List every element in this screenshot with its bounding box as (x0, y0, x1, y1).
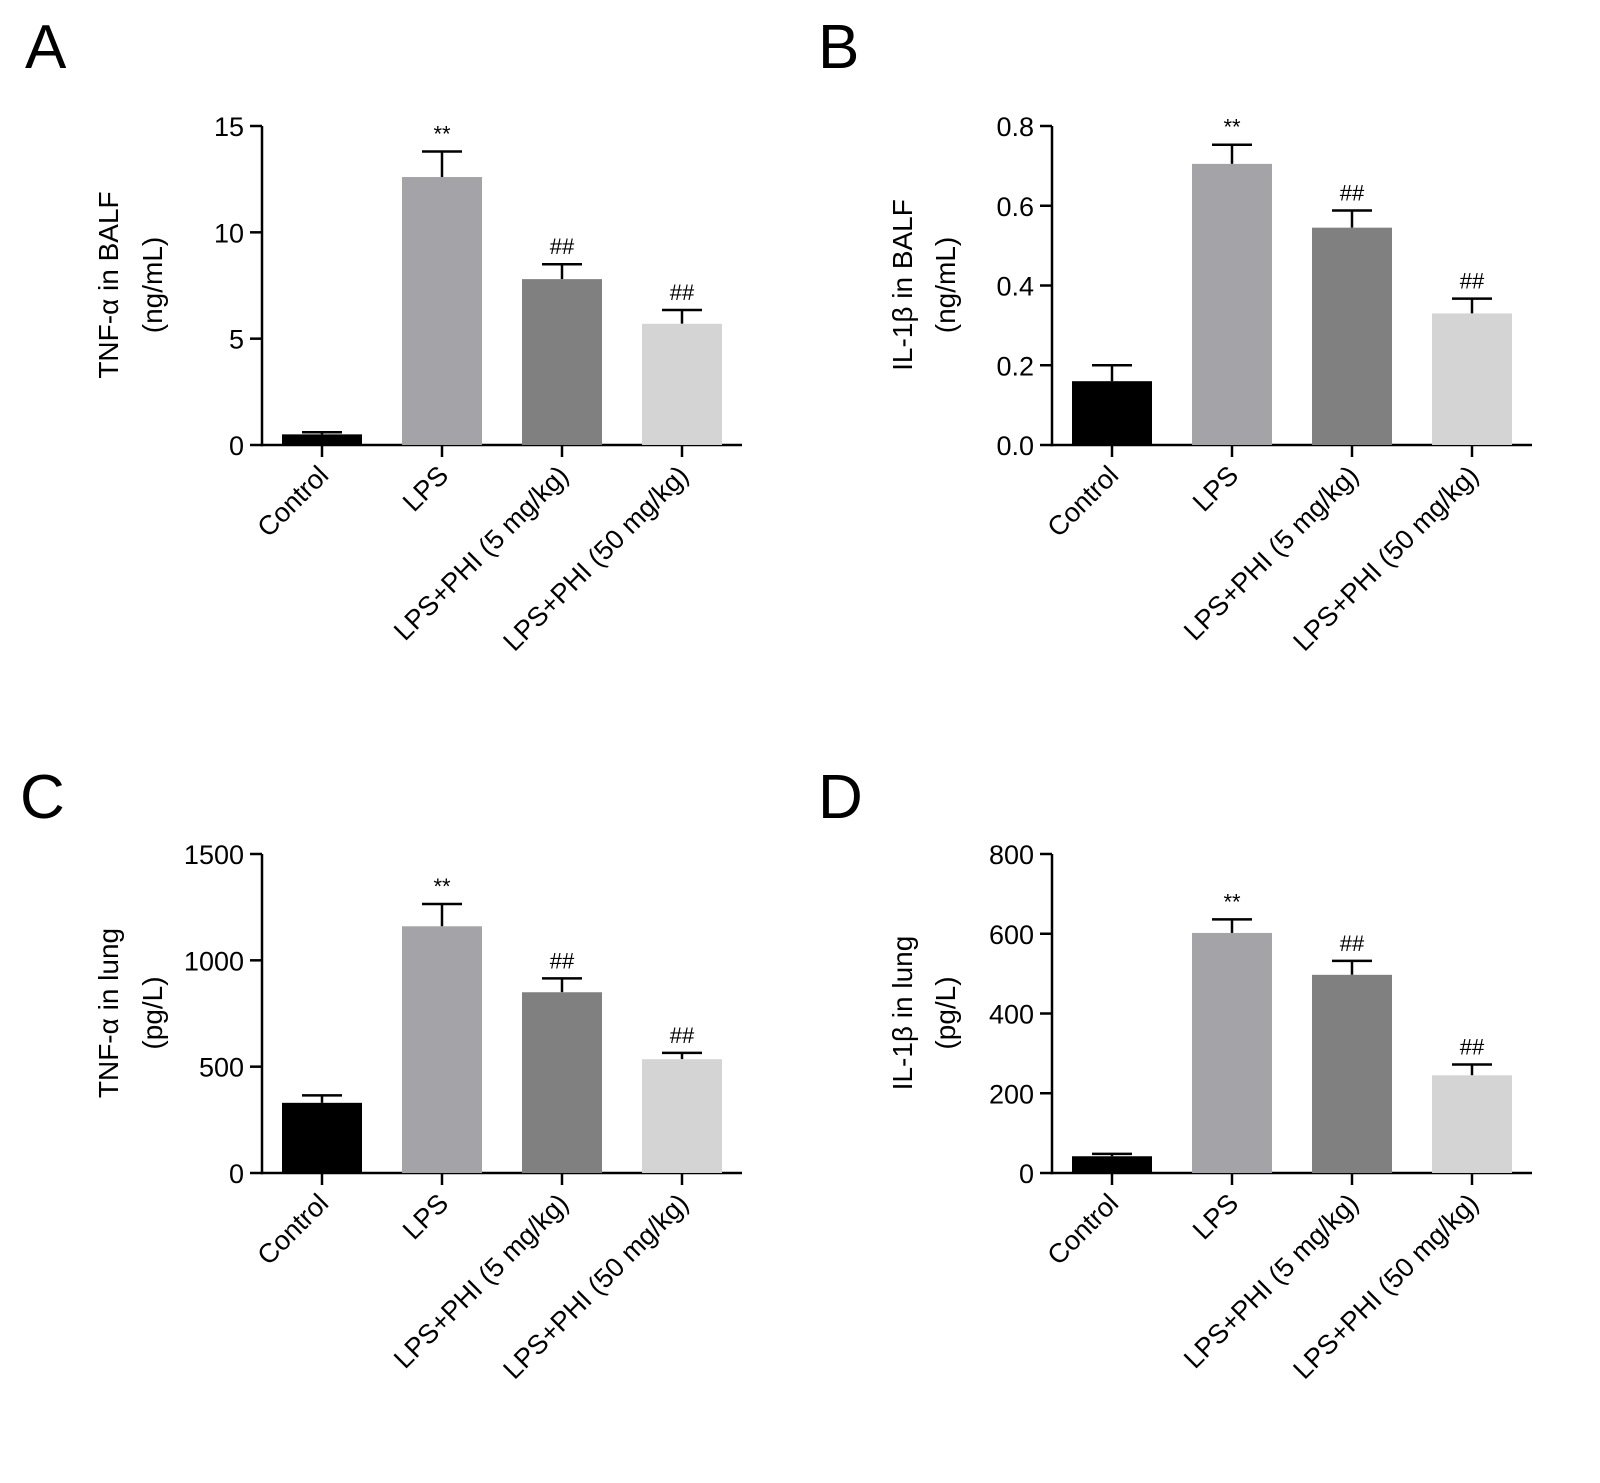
significance-marker: ## (550, 234, 575, 259)
y-axis-title: IL-1β in lung (887, 936, 918, 1091)
bar (1432, 1075, 1512, 1173)
panel-letter: B (818, 13, 859, 82)
y-tick-label: 0.2 (996, 351, 1034, 381)
bar (282, 434, 362, 445)
x-category-label: Control (1041, 1188, 1124, 1271)
bar (402, 926, 482, 1173)
x-category-label: Control (1041, 460, 1124, 543)
x-category-label: LPS (1187, 460, 1244, 517)
y-tick-label: 400 (989, 1000, 1034, 1030)
y-tick-label: 0.0 (996, 431, 1034, 461)
bar (1192, 163, 1272, 445)
bar (1432, 313, 1512, 445)
y-tick-label: 0.6 (996, 192, 1034, 222)
chart-panel-d: D 0 200 400 600 800 IL-1β in lung (pg/L) Control… (818, 763, 1532, 1385)
y-tick-label: 0.8 (996, 112, 1034, 142)
y-tick-label: 0 (229, 1159, 244, 1189)
significance-marker: ## (670, 1023, 695, 1048)
significance-marker: ## (1460, 269, 1485, 294)
x-category-label: Control (251, 460, 334, 543)
y-tick-label: 5 (229, 325, 244, 355)
significance-marker: ** (433, 122, 451, 147)
y-axis-title: (ng/mL) (137, 237, 168, 333)
x-category-label: Control (251, 1188, 334, 1271)
panel-letter: D (818, 763, 863, 832)
bar (1312, 227, 1392, 445)
y-tick-label: 200 (989, 1079, 1034, 1109)
y-axis-title: TNF-α in lung (93, 928, 124, 1098)
y-tick-label: 0 (1019, 1159, 1034, 1189)
significance-marker: ** (1223, 889, 1241, 914)
significance-marker: ## (1340, 181, 1365, 206)
significance-marker: ## (670, 280, 695, 305)
y-tick-label: 0 (229, 431, 244, 461)
bar (1072, 1156, 1152, 1173)
y-axis-title: TNF-α in BALF (93, 191, 124, 378)
significance-marker: ** (433, 874, 451, 899)
bar (1192, 932, 1272, 1173)
bar (522, 279, 602, 445)
bar (1312, 974, 1392, 1173)
bar (402, 177, 482, 446)
bar (642, 1059, 722, 1173)
significance-marker: ## (1460, 1035, 1485, 1060)
x-category-label: LPS (397, 460, 454, 517)
y-axis-title: (ng/mL) (930, 237, 961, 333)
y-tick-label: 15 (214, 112, 244, 142)
y-tick-label: 600 (989, 920, 1034, 950)
x-category-label: LPS (1187, 1188, 1244, 1245)
x-category-label: LPS (397, 1188, 454, 1245)
chart-panel-a: A 0 5 10 15 TNF-α in BALF (ng/mL) Control ** LPS #… (25, 13, 742, 657)
y-axis-title: (pg/L) (930, 976, 961, 1049)
significance-marker: ## (1340, 931, 1365, 956)
significance-marker: ## (550, 948, 575, 973)
y-tick-label: 10 (214, 218, 244, 248)
bar (522, 992, 602, 1173)
bar (1072, 381, 1152, 445)
panel-letter: A (25, 13, 67, 82)
y-tick-label: 1500 (184, 840, 244, 870)
bar (282, 1102, 362, 1173)
significance-marker: ** (1223, 115, 1241, 140)
y-tick-label: 500 (199, 1053, 244, 1083)
panel-letter: C (20, 763, 65, 832)
y-axis-title: IL-1β in BALF (887, 199, 918, 371)
y-tick-label: 800 (989, 840, 1034, 870)
y-tick-label: 1000 (184, 946, 244, 976)
bar (642, 323, 722, 445)
chart-panel-c: C 0 500 1000 1500 TNF-α in lung (pg/L) Control *… (20, 763, 742, 1385)
chart-panel-b: B 0.0 0.2 0.4 0.6 0.8 IL-1β in BALF (ng/mL) Cont… (818, 13, 1532, 657)
y-tick-label: 0.4 (996, 272, 1034, 302)
y-axis-title: (pg/L) (137, 976, 168, 1049)
